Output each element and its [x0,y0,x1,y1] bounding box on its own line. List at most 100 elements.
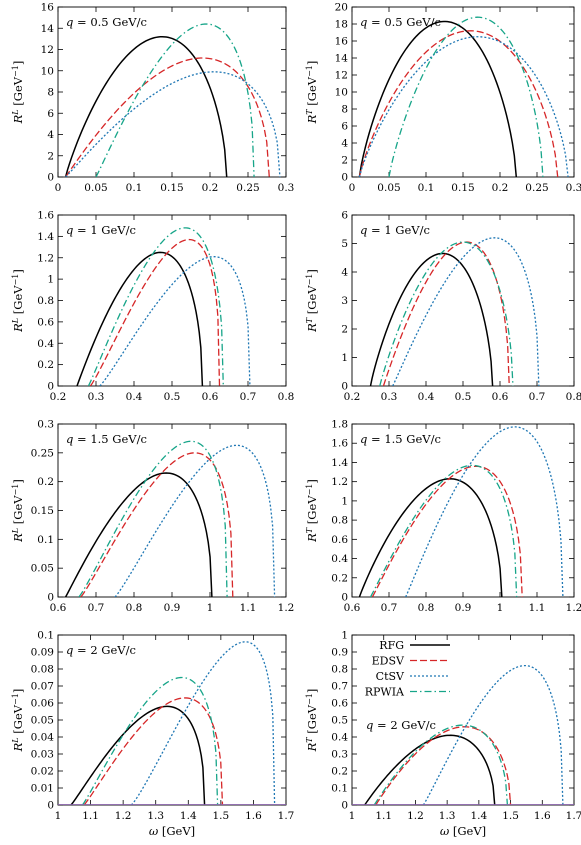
series-rfg-line [358,478,503,597]
y-tick-label: 6 [341,210,348,222]
y-tick-label: 4 [341,138,348,150]
plot-frame [57,634,287,806]
x-tick-label: 0.05 [84,182,107,194]
legend-label-rpwia: RPWIA [365,686,405,699]
x-tick-label: 0.1 [126,182,143,194]
x-tick-label: 1.5 [502,810,519,822]
y-tick-label: 10 [335,87,348,99]
x-tick-label: 0.1 [418,182,435,194]
x-tick-label: 0.6 [344,602,361,614]
x-tick-label: 1.4 [471,810,488,822]
y-tick-label: 0.3 [331,749,348,761]
series-rfg-line [64,35,228,177]
y-tick-label: 2 [47,150,54,162]
x-tick-label: 1.3 [147,810,164,822]
x-tick-label: 1.3 [439,810,456,822]
x-tick-label: 1.6 [245,810,262,822]
y-tick-label: 0.8 [331,664,348,676]
series-edsv-line [80,452,234,597]
y-tick-label: 1.6 [37,210,54,222]
y-tick-label: 0.9 [331,647,348,659]
y-axis-label: RL [GeV−1] [11,269,25,333]
y-axis-label: RL [GeV−1] [11,689,25,753]
x-tick-label: 0 [55,182,62,194]
series-ctsv-line [392,237,540,386]
series-rpwia-line [379,241,514,386]
series-rpwia-line [95,23,255,177]
x-tick-label: 0.7 [88,602,105,614]
x-tick-label: 0.3 [566,182,581,194]
series-rfg-line [64,472,213,597]
y-tick-label: 0.5 [331,715,348,727]
x-tick-label: 1.7 [566,810,581,822]
series-edsv-line [89,238,221,386]
series-edsv-line [83,697,224,805]
series-rpwia-line [388,16,544,177]
y-tick-label: 12 [335,70,348,82]
y-tick-label: 0.2 [331,572,348,584]
series-rfg-line [369,252,494,386]
y-tick-label: 1.2 [37,252,54,264]
panel-q15-T: 0.6 0.7 0.8 0.9 1 1.1 1.2 0 0.2 0.4 0.6 0.8 1 1.2 1.4 1… [305,419,581,615]
y-tick-label: 14 [335,53,349,65]
series-ctsv-line [130,641,276,805]
x-tick-label: 0.6 [202,391,219,403]
q-label: q = 2 GeV/c [366,718,436,732]
y-tick-label: 1 [47,274,54,286]
x-tick-label: 0.7 [381,602,398,614]
x-tick-label: 1 [207,602,214,614]
y-tick-label: 0.05 [31,715,54,727]
y-tick-label: 18 [335,19,348,31]
y-tick-label: 0.01 [31,783,54,795]
y-axis-label: RT [GeV−1] [305,479,319,543]
series-rpwia-line [81,676,219,805]
x-tick-label: 1.6 [534,810,551,822]
y-tick-label: 0 [47,381,54,393]
y-tick-label: 5 [341,238,348,250]
y-tick-label: 1.8 [331,419,348,431]
plot-frame [351,214,575,387]
y-tick-label: 0.6 [331,698,348,710]
y-axis-label: RL [GeV−1] [11,61,25,125]
x-tick-label: 1.7 [278,810,295,822]
x-tick-label: 1.1 [375,810,392,822]
series-edsv-line [358,30,559,177]
y-tick-label: 1.4 [37,231,54,243]
series-edsv-line [371,465,523,597]
x-tick-label: 1 [349,810,356,822]
y-tick-label: 0.8 [37,295,54,307]
y-tick-label: 1.6 [331,438,348,450]
legend-label-rfg: RFG [379,639,404,652]
panel-q15-L: 0.6 0.7 0.8 0.9 1 1.1 1.2 0 0.05 0.1 0.15 0.2 0.25 0.… [11,419,294,615]
y-tick-label: 0.4 [331,553,348,565]
series-rpwia-line [78,440,228,597]
x-tick-label: 0.2 [202,182,219,194]
x-tick-label: 1.4 [180,810,197,822]
series-ctsv-line [99,256,251,386]
series-rpwia-line [87,227,224,386]
q-label: q = 1 GeV/c [66,223,136,237]
x-tick-label: 1.1 [240,602,257,614]
y-tick-label: 0.08 [31,664,54,676]
x-tick-label: 1 [55,810,62,822]
y-tick-label: 4 [47,129,54,141]
series-edsv-line [65,57,270,177]
x-tick-label: 0.8 [278,391,295,403]
x-tick-label: 0.3 [88,391,105,403]
y-tick-label: 0.6 [37,316,54,328]
x-tick-label: 0.2 [492,182,509,194]
q-label: q = 1.5 GeV/c [360,432,441,446]
y-axis-label: RT [GeV−1] [305,689,319,753]
plot-frame [351,423,575,598]
y-tick-label: 0 [47,800,54,812]
plot-frame [57,6,287,178]
x-tick-label: 0.8 [566,391,581,403]
x-tick-label: 0.4 [418,391,435,403]
y-tick-label: 0.2 [331,766,348,778]
panel-q05-L: 0 0.05 0.1 0.15 0.2 0.25 0.3 0 2 4 6 8 10 12 14 16 RL [G… [11,2,294,195]
y-tick-label: 0.2 [37,359,54,371]
y-tick-label: 8 [341,104,348,116]
y-tick-label: 1 [341,495,348,507]
x-tick-label: 0.3 [381,391,398,403]
x-tick-label: 0.2 [50,391,67,403]
